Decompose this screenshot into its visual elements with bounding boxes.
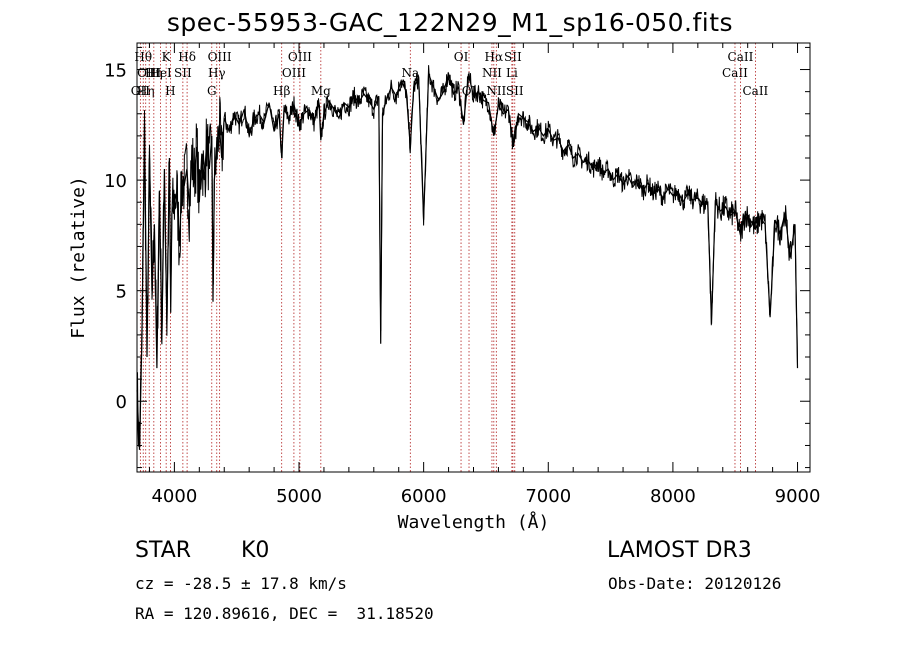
line-marker-label-16: Mg — [311, 84, 331, 98]
line-marker-label-6: K — [162, 50, 172, 64]
y-tick-label-0: 0 — [116, 392, 127, 413]
coordinates-readout: RA = 120.89616, DEC = 31.18520 — [135, 604, 434, 623]
y-axis-label: Flux (relative) — [68, 176, 89, 339]
line-marker-label-28: CaII — [742, 84, 768, 98]
tick-group: 4000 5000 6000 7000 8000 9000 0 5 10 15 — [104, 43, 820, 507]
line-marker-label-20: NII — [482, 66, 502, 80]
line-marker-label-4: Hη — [145, 66, 163, 80]
x-tick-label-3: 7000 — [525, 486, 571, 507]
line-marker-label-23: Li — [506, 66, 518, 80]
observation-date: Obs-Date: 20120126 — [608, 574, 782, 593]
line-marker-group: HθOIIHηOIIIHηHeIKHSIIHδGHγOIIIHβOIIIOIII… — [131, 43, 769, 472]
y-tick-label-2: 10 — [104, 171, 127, 192]
x-tick-label-0: 4000 — [151, 486, 197, 507]
series-flux — [136, 71, 799, 450]
survey-name: LAMOST DR3 — [607, 538, 752, 563]
line-marker-label-25: SII — [506, 84, 524, 98]
y-tick-label-3: 15 — [104, 61, 127, 82]
line-marker-label-17: Na — [401, 66, 419, 80]
line-marker-label-15: OIII — [288, 50, 312, 64]
series-group — [136, 65, 799, 450]
line-marker-label-0: Hθ — [134, 50, 152, 64]
line-marker-label-14: OIII — [282, 66, 306, 80]
x-tick-label-4: 8000 — [650, 486, 696, 507]
redshift-readout: cz = -28.5 ± 17.8 km/s — [135, 574, 347, 593]
line-marker-label-22: NII — [486, 84, 506, 98]
object-class: STAR — [135, 538, 192, 563]
line-marker-label-2: Hη — [137, 84, 155, 98]
line-marker-label-8: SII — [174, 66, 192, 80]
line-marker-label-27: CaII — [728, 50, 754, 64]
object-subclass: K0 — [241, 538, 270, 563]
line-marker-label-21: Hα — [485, 50, 504, 64]
line-marker-label-24: SII — [504, 50, 522, 64]
line-marker-label-18: OI — [454, 50, 469, 64]
line-marker-label-9: Hδ — [178, 50, 196, 64]
series-flux-noise — [136, 65, 798, 448]
line-marker-label-13: Hβ — [273, 84, 290, 98]
x-tick-label-5: 9000 — [775, 486, 821, 507]
line-marker-label-1: OII — [131, 84, 151, 98]
line-marker-label-5: HeI — [149, 66, 172, 80]
x-tick-label-1: 5000 — [276, 486, 322, 507]
line-marker-label-10: G — [207, 84, 217, 98]
x-axis-label: Wavelength (Å) — [398, 511, 550, 533]
line-marker-label-11: Hγ — [208, 66, 226, 80]
y-tick-label-1: 5 — [116, 282, 127, 303]
chart-title: spec-55953-GAC_122N29_M1_sp16-050.fits — [166, 8, 734, 37]
x-tick-label-2: 6000 — [401, 486, 447, 507]
line-marker-label-7: H — [165, 84, 175, 98]
line-marker-label-26: CaII — [722, 66, 748, 80]
line-marker-label-12: OIII — [208, 50, 232, 64]
